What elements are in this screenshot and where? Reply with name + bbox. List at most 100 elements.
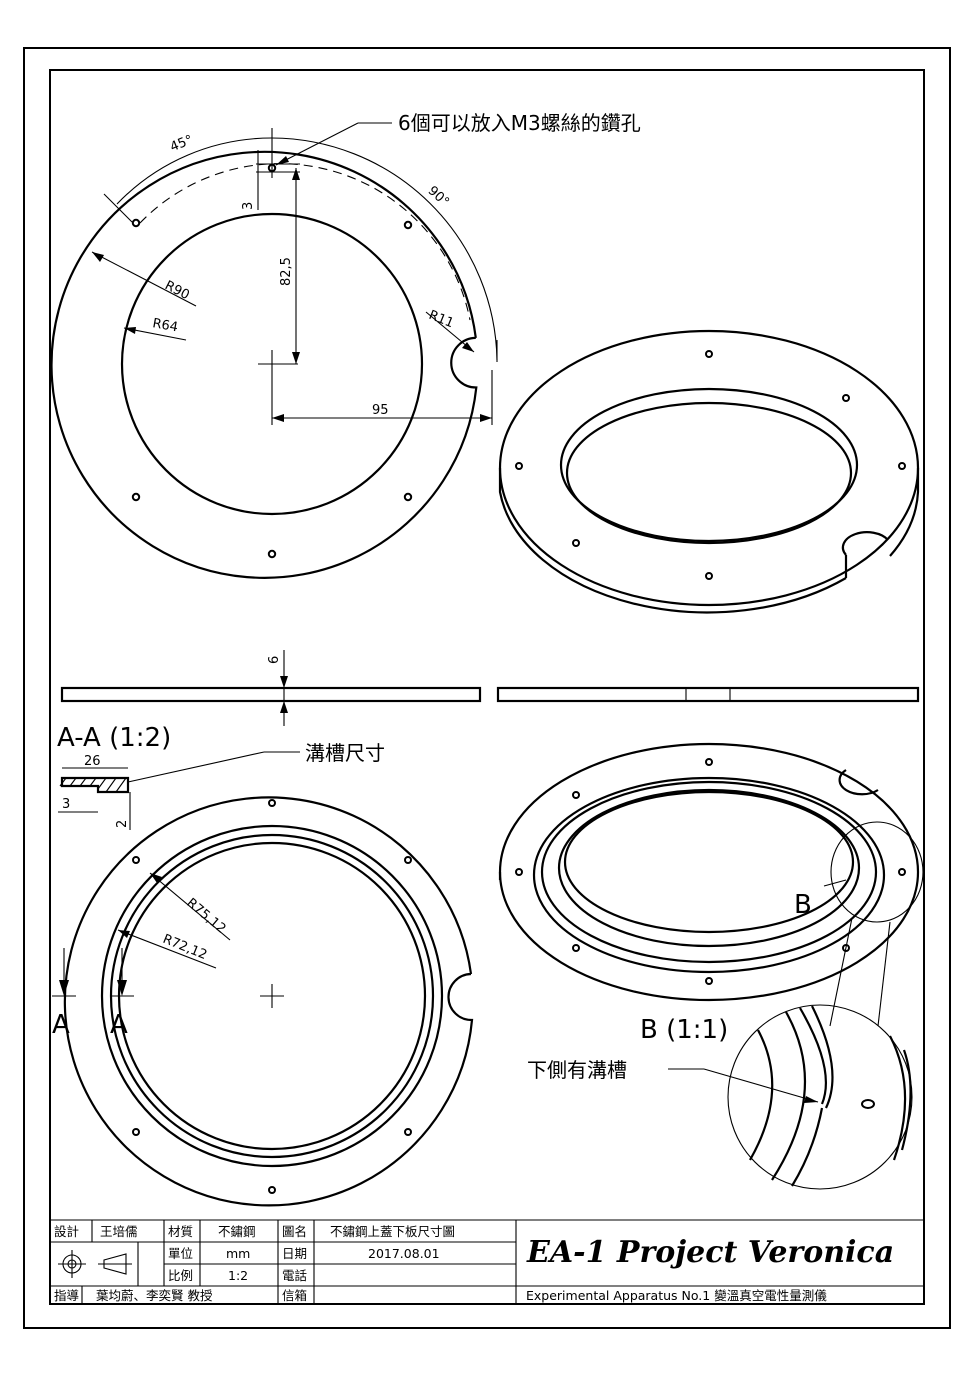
detail-curve xyxy=(771,1011,807,1181)
projection-symbol-icon xyxy=(58,1250,132,1278)
bolt-hole xyxy=(268,1186,276,1194)
detail-hole xyxy=(861,1099,875,1109)
r72-label: R72,12 xyxy=(161,932,210,963)
r11-label: R11 xyxy=(427,308,456,331)
dim-6-label: 6 xyxy=(267,656,282,664)
outer-ring-edge-with-notch xyxy=(50,150,478,579)
bolt-hole xyxy=(515,462,523,470)
bolt-hole xyxy=(404,1128,412,1136)
angle-90-label: 90° xyxy=(425,183,452,210)
dim-arrow xyxy=(292,352,300,364)
bolt-hole xyxy=(131,218,141,228)
bolt-hole xyxy=(403,220,413,230)
detail-note-leader xyxy=(703,1068,819,1103)
bolt-hole xyxy=(898,868,906,876)
dim-arrow xyxy=(150,873,162,883)
tb-advisors: 葉均蔚、李奕賢 教授 xyxy=(96,1288,213,1303)
top-view: 6個可以放入M3螺絲的鑽孔 45° 90° 3 82,5 95 R90 xyxy=(50,111,641,579)
groove-outer xyxy=(100,824,444,1168)
extension-line xyxy=(103,193,133,223)
detail-edge xyxy=(900,1049,912,1151)
dim-3-label: 3 xyxy=(62,797,70,812)
tb-mailbox-label: 信箱 xyxy=(282,1288,307,1303)
tb-scale-label: 比例 xyxy=(168,1268,193,1283)
dim-arrow xyxy=(118,930,130,938)
leader-arrow xyxy=(276,156,289,165)
detail-connector xyxy=(877,921,891,1027)
title-block: 設計 王培儒 材質 不鏽鋼 圖名 不鏽鋼上蓋下板尺寸圖 單位 mm 日期 201… xyxy=(50,1219,924,1304)
tb-scale: 1:2 xyxy=(228,1268,248,1283)
tb-material: 不鏽鋼 xyxy=(218,1224,256,1239)
radius-leader xyxy=(117,929,217,969)
detail-curve xyxy=(791,1107,824,1187)
r75-label: R75,12 xyxy=(183,896,228,937)
bolt-circle-centerline xyxy=(139,163,471,321)
hatch xyxy=(59,777,67,787)
detail-b-title: B (1:1) xyxy=(640,1015,728,1045)
detail-connector xyxy=(829,917,853,1027)
bolt-hole xyxy=(132,1128,140,1136)
bolt-hole xyxy=(572,791,580,799)
dim-arrow xyxy=(280,701,288,713)
detail-groove xyxy=(811,1005,834,1109)
bolt-hole xyxy=(705,977,713,985)
project-title: EA-1 Project Veronica xyxy=(526,1235,894,1270)
dim-arrow xyxy=(272,414,284,422)
holes-leader xyxy=(275,122,359,166)
radius-leader xyxy=(149,872,231,941)
project-subtitle: Experimental Apparatus No.1 變溫真空電性量測儀 xyxy=(526,1288,827,1303)
iso-inner-edge-top xyxy=(563,790,855,934)
iso-inner-edge xyxy=(559,387,859,543)
dim-arrow xyxy=(92,252,104,262)
bolt-hole xyxy=(131,492,141,502)
angle-90-dim xyxy=(271,137,498,361)
tb-drawing-name: 不鏽鋼上蓋下板尺寸圖 xyxy=(330,1224,455,1239)
cut-label-right: A xyxy=(110,1010,128,1040)
detail-b-outline xyxy=(727,1004,913,1190)
radius-leader xyxy=(91,251,197,307)
iso-bottom-view: B xyxy=(498,742,924,1027)
inner-frame xyxy=(49,69,925,1305)
hatch xyxy=(79,777,87,787)
iso-notch xyxy=(841,531,889,556)
hatch xyxy=(69,777,77,787)
hatch xyxy=(89,777,97,787)
iso-outer-bottom-edge xyxy=(498,468,847,614)
tb-date-label: 日期 xyxy=(282,1246,307,1261)
inner-ring-edge xyxy=(120,212,424,516)
dim-95-label: 95 xyxy=(372,403,389,418)
tb-name-label: 圖名 xyxy=(282,1224,307,1239)
detail-b-leader xyxy=(823,879,847,887)
bolt-hole xyxy=(842,394,850,402)
dim-arrow xyxy=(462,342,474,352)
side-views: 6 xyxy=(60,650,920,726)
detail-edge xyxy=(889,1035,907,1161)
bolt-hole xyxy=(132,856,140,864)
r64-label: R64 xyxy=(151,316,179,335)
bolt-hole xyxy=(705,350,713,358)
iso-outer-bottom-edge-right xyxy=(889,491,920,557)
iso-top-view xyxy=(498,329,920,614)
hatch xyxy=(97,777,107,790)
dim-2-label: 2 xyxy=(115,820,130,828)
detail-b-label: B xyxy=(794,890,812,920)
hatch xyxy=(105,777,117,793)
bolt-hole xyxy=(404,856,412,864)
side-view-right xyxy=(496,686,920,703)
outer-frame xyxy=(23,47,951,1329)
iso-inner-edge-lower xyxy=(565,401,853,545)
dim-82-5-label: 82,5 xyxy=(279,257,294,286)
iso-outer-top-edge xyxy=(498,329,920,607)
r90-label: R90 xyxy=(162,278,192,303)
iso-groove-inner xyxy=(540,780,878,964)
bolt-hole xyxy=(572,944,580,952)
tb-advisor-label: 指導 xyxy=(54,1288,79,1303)
dim-arrow xyxy=(292,168,300,180)
dim-3-label: 3 xyxy=(241,202,256,210)
tb-designer: 王培儒 xyxy=(100,1224,138,1239)
dim-arrow xyxy=(124,327,136,334)
outer-edge-with-notch xyxy=(63,796,474,1207)
cut-arrowhead xyxy=(59,980,69,996)
tb-unit-label: 單位 xyxy=(168,1246,193,1261)
